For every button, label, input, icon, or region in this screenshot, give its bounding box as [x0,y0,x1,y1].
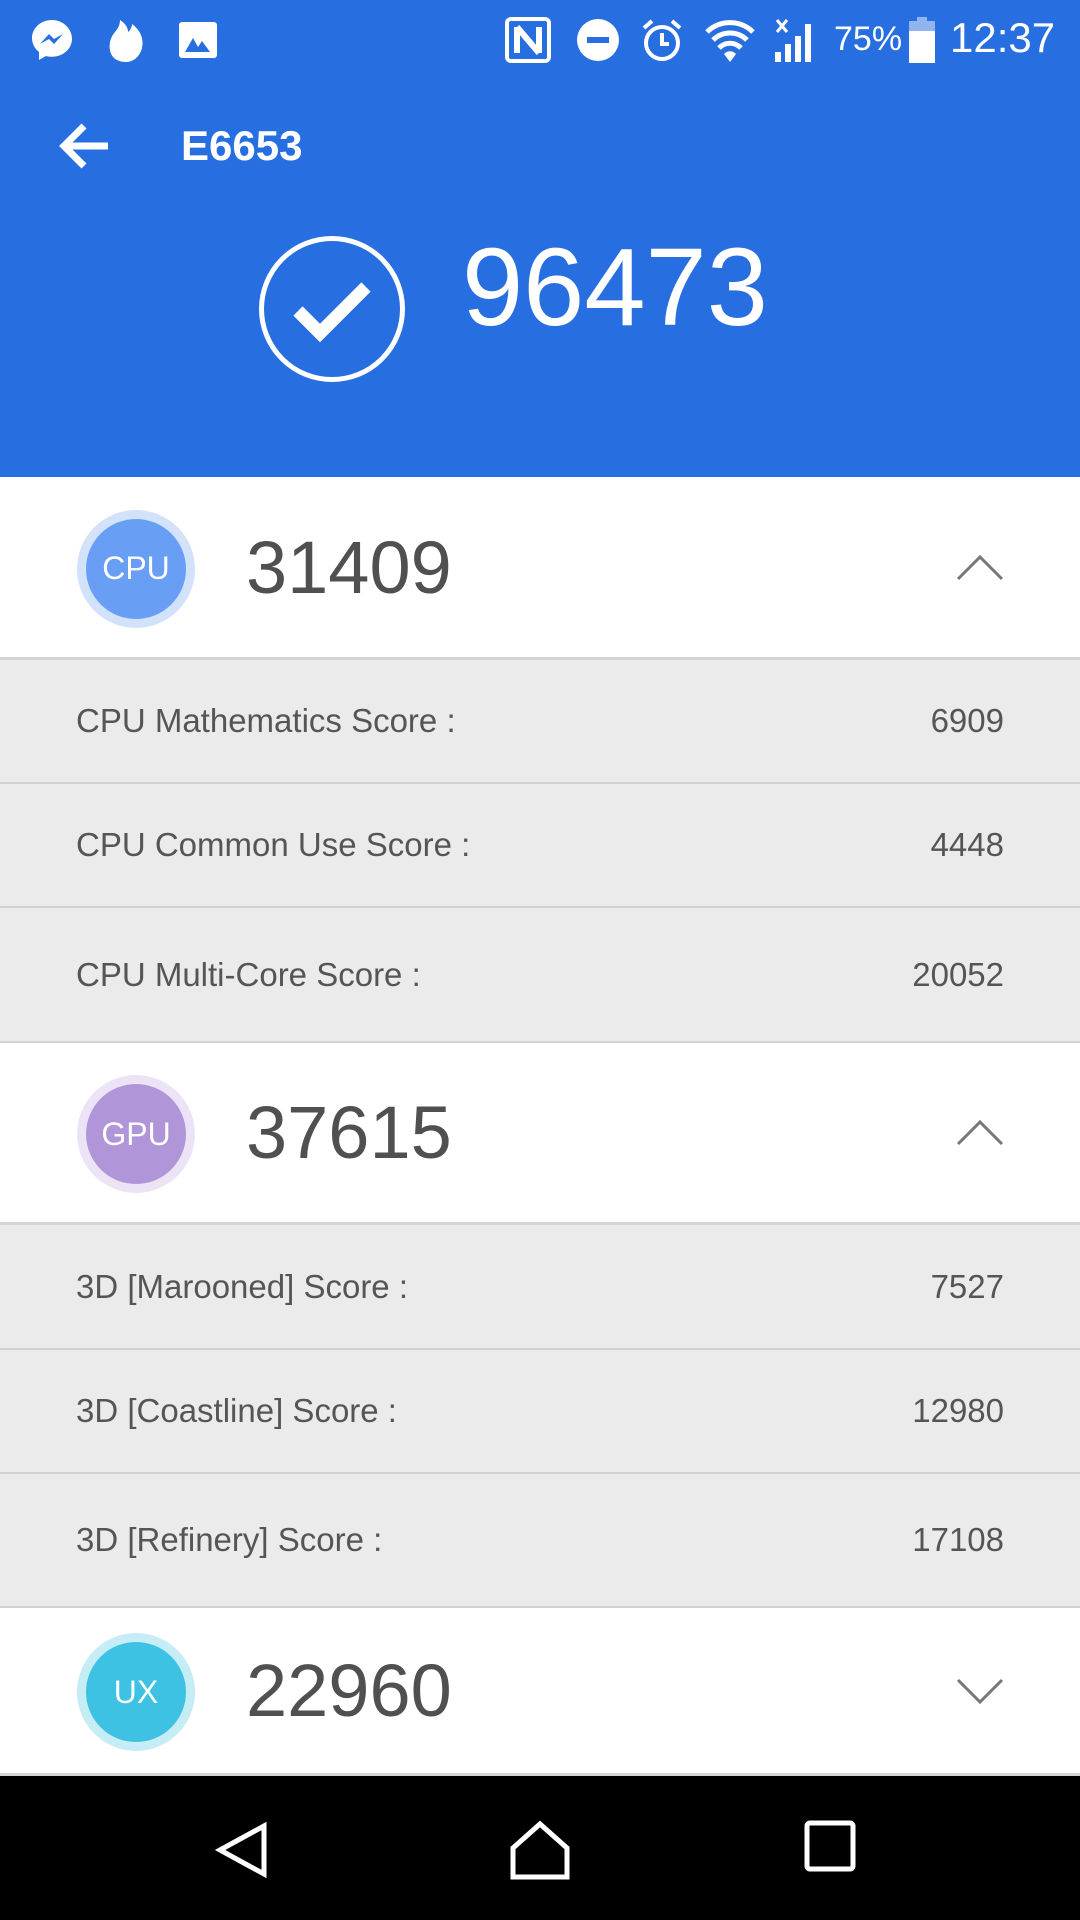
gpu-badge-label: GPU [86,1084,186,1184]
ux-score: 22960 [246,1649,452,1732]
clock: 12:37 [950,14,1056,61]
total-score: 96473 [462,226,768,349]
score-row-label: CPU Common Use Score : [76,826,471,863]
status-bar: 75% 12:37 [0,0,1080,80]
nfc-icon [505,17,551,63]
battery-percent: 75% [834,20,903,58]
chevron-up-icon[interactable] [955,553,1005,583]
score-row: 3D [Coastline] Score : 12980 [0,1350,1080,1474]
cpu-score: 31409 [246,525,452,609]
gpu-score: 37615 [246,1091,452,1174]
cpu-badge-label: CPU [86,518,186,619]
tinder-icon [104,18,148,62]
gpu-badge: GPU [77,1075,195,1193]
header: 75% 12:37 E6653 96473 [0,0,1080,477]
home-nav-icon[interactable] [509,1820,571,1880]
signal-icon [775,18,819,62]
score-row-label: 3D [Coastline] Score : [76,1392,397,1429]
score-row: 3D [Marooned] Score : 7527 [0,1225,1080,1350]
back-arrow-icon[interactable] [56,118,112,174]
chevron-down-icon[interactable] [955,1676,1005,1706]
alarm-icon [640,18,684,62]
image-icon [178,18,218,62]
messenger-icon [30,18,74,62]
chevron-up-icon[interactable] [955,1118,1005,1148]
check-circle-icon [259,236,405,382]
cpu-badge: CPU [77,509,195,628]
section-header-cpu[interactable]: CPU 31409 [0,477,1080,660]
score-row-value: 17108 [912,1521,1004,1558]
score-row-value: 20052 [912,955,1004,993]
dnd-icon [576,18,620,62]
score-row: CPU Mathematics Score : 6909 [0,660,1080,784]
section-header-gpu[interactable]: GPU 37615 [0,1043,1080,1225]
back-nav-icon[interactable] [212,1820,272,1880]
navigation-bar [0,1776,1080,1920]
section-header-ux[interactable]: UX 22960 [0,1608,1080,1776]
score-row-value: 7527 [930,1267,1004,1305]
score-row-value: 12980 [912,1392,1004,1429]
ux-badge-label: UX [86,1642,186,1742]
battery-icon [908,17,936,63]
score-row-value: 6909 [930,702,1004,739]
recents-nav-icon[interactable] [804,1820,856,1872]
score-row-value: 4448 [930,826,1004,863]
score-row: 3D [Refinery] Score : 17108 [0,1474,1080,1608]
score-row-label: CPU Mathematics Score : [76,702,456,739]
device-title: E6653 [181,122,303,169]
score-row-label: 3D [Marooned] Score : [76,1267,408,1305]
ux-badge: UX [77,1633,195,1751]
score-row-label: 3D [Refinery] Score : [76,1521,383,1558]
wifi-icon [705,18,755,62]
score-row: CPU Multi-Core Score : 20052 [0,908,1080,1043]
score-row: CPU Common Use Score : 4448 [0,784,1080,908]
score-row-label: CPU Multi-Core Score : [76,955,421,993]
